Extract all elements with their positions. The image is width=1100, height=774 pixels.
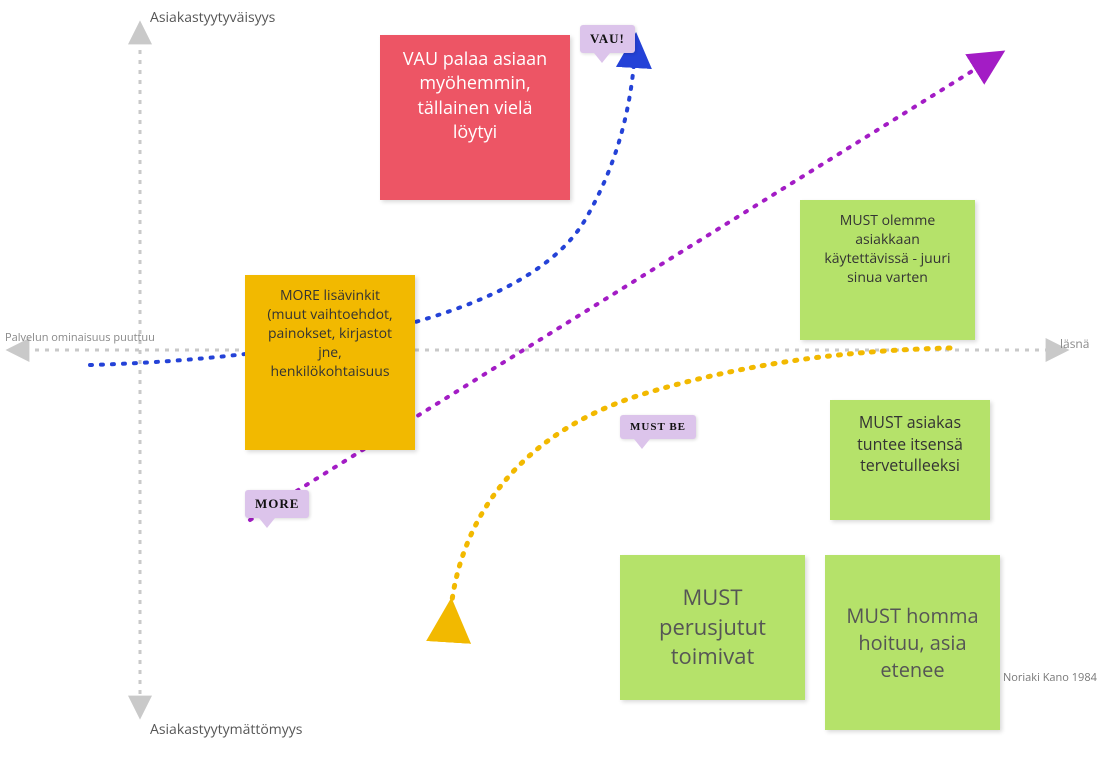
note-must-basic: MUST perusjutut toimivat (620, 555, 805, 700)
kano-diagram: Asiakastyytyväisyys Asiakastyytymättömyy… (0, 0, 1100, 774)
note-must-available: MUST olemme asiakkaan käytettävissä - ju… (800, 200, 975, 340)
speech-vau: VAU! (580, 25, 635, 53)
x-axis-right-label: läsnä (1060, 335, 1089, 352)
speech-more: MORE (245, 490, 309, 518)
note-must-welcome: MUST asiakas tuntee itsensä tervetulleek… (830, 400, 990, 520)
credit-text: Noriaki Kano 1984 (1003, 670, 1097, 685)
y-axis-bottom-label: Asiakastyytymättömyys (150, 720, 302, 739)
speech-mustbe: MUST BE (620, 415, 696, 439)
x-axis-left-label: Palvelun ominaisuus puuttuu (5, 330, 155, 345)
note-vau: VAU palaa asiaan myöhemmin, tällainen vi… (380, 35, 570, 200)
note-must-flow: MUST homma hoituu, asia etenee (825, 555, 1000, 730)
note-more: MORE lisävinkit (muut vaihtoehdot, paino… (245, 275, 415, 450)
y-axis-top-label: Asiakastyytyväisyys (150, 8, 275, 27)
